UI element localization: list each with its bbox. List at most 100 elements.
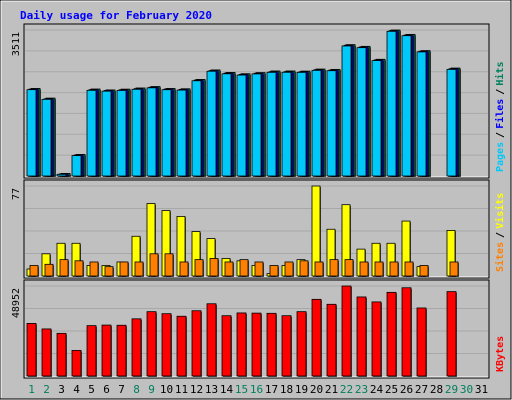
day-label: 6 <box>103 383 110 396</box>
legend-separator: / <box>495 232 506 238</box>
kbytes-bar-kbytes <box>176 315 187 377</box>
kbytes-bar-kbytes <box>266 312 277 377</box>
legend-separator: / <box>495 89 506 95</box>
day-label: 30 <box>460 383 473 396</box>
visits-bar-sites <box>404 261 414 277</box>
day-label: 8 <box>133 383 140 396</box>
hits-bar-pages <box>341 45 352 177</box>
kbytes-bar-kbytes <box>206 303 217 377</box>
kbytes-bar-kbytes <box>251 312 262 377</box>
hits-bar-pages <box>71 155 82 177</box>
kbytes-bar-kbytes <box>416 307 427 377</box>
visits-bar-sites <box>59 259 69 277</box>
day-label: 20 <box>310 383 323 396</box>
day-label: 17 <box>265 383 278 396</box>
kbytes-bar-kbytes <box>146 311 157 377</box>
visits-bar-sites <box>29 265 39 277</box>
day-label: 27 <box>415 383 428 396</box>
visits-bar-sites <box>44 263 54 277</box>
kbytes-bar-kbytes <box>281 315 292 377</box>
day-label: 24 <box>370 383 384 396</box>
visits-bar-sites <box>374 261 384 277</box>
legend-label-visits: Visits <box>494 193 506 229</box>
visits-bar-sites <box>134 261 144 277</box>
hits-bar-pages <box>386 30 397 177</box>
day-label: 14 <box>220 383 234 396</box>
hits-bar-pages <box>176 89 187 177</box>
chart-title: Daily usage for February 2020 <box>20 9 212 22</box>
visits-bar-sites <box>254 261 264 277</box>
kbytes-bar-kbytes <box>161 313 172 377</box>
day-label: 15 <box>235 383 248 396</box>
visits-bar-sites <box>314 261 324 277</box>
visits-bar-sites <box>194 259 204 277</box>
day-label: 18 <box>280 383 293 396</box>
kbytes-bar-kbytes <box>116 324 127 377</box>
day-label: 10 <box>160 383 173 396</box>
visits-max-label: 77 <box>11 188 22 200</box>
kbytes-bar-kbytes <box>131 318 142 377</box>
hits-bar-pages <box>401 35 412 177</box>
hits-bar-pages <box>191 80 202 177</box>
visits-bar-sites <box>284 261 294 277</box>
hits-bar-pages <box>116 90 127 177</box>
day-label: 1 <box>28 383 35 396</box>
visits-bar-sites <box>344 259 354 277</box>
visits-bar-sites <box>389 261 399 277</box>
day-label: 13 <box>205 383 218 396</box>
kbytes-bar-kbytes <box>356 296 367 377</box>
legend-label-pages: Pages <box>495 142 506 172</box>
visits-bar-sites <box>209 258 219 277</box>
day-label: 16 <box>250 383 263 396</box>
kbytes-bar-kbytes <box>56 332 67 377</box>
day-label: 5 <box>88 383 95 396</box>
day-label: 12 <box>190 383 203 396</box>
visits-panel: 77 Sites / Visits <box>11 179 506 279</box>
hits-bar-pages <box>266 71 277 177</box>
hits-bar-pages <box>311 69 322 177</box>
hits-bar-pages <box>146 87 157 177</box>
visits-bar-sites <box>329 259 339 277</box>
kbytes-panel: 48952 KBytes <box>11 279 506 379</box>
hits-bar-pages <box>131 88 142 177</box>
day-label: 31 <box>475 383 488 396</box>
hits-bar-pages <box>101 90 112 177</box>
visits-bar-sites <box>89 261 99 277</box>
hits-max-label: 3511 <box>11 32 22 56</box>
visits-bar-sites <box>449 261 459 277</box>
hits-bar-pages <box>41 98 52 177</box>
visits-bar-sites <box>359 261 369 277</box>
kbytes-bar-kbytes <box>326 303 337 377</box>
day-label: 4 <box>73 383 80 396</box>
visits-bar-sites <box>119 261 129 277</box>
hits-bar-pages <box>221 73 232 177</box>
legend-label-kbytes: KBytes <box>495 336 506 372</box>
visits-bar-sites <box>299 260 309 277</box>
day-label: 29 <box>445 383 458 396</box>
kbytes-bar-kbytes <box>371 301 382 377</box>
day-label: 7 <box>118 383 125 396</box>
day-label: 21 <box>325 383 338 396</box>
kbytes-max-label: 48952 <box>11 288 22 318</box>
visits-bar-sites <box>164 253 174 277</box>
hits-bar-pages <box>371 60 382 177</box>
day-label: 22 <box>340 383 353 396</box>
hits-bar-pages <box>86 89 97 177</box>
hits-bar-pages <box>416 51 427 177</box>
hits-bar-pages <box>26 89 37 177</box>
kbytes-bar-kbytes <box>191 310 202 377</box>
visits-bar-sites <box>179 261 189 277</box>
kbytes-bar-kbytes <box>236 312 247 377</box>
hits-bar-pages <box>326 70 337 177</box>
visits-bar-sites <box>269 265 279 277</box>
day-label: 9 <box>148 383 155 396</box>
legend-label-hits: Hits <box>494 62 506 86</box>
kbytes-bar-kbytes <box>446 291 457 377</box>
hits-bar-pages <box>56 173 67 177</box>
hits-bar-pages <box>251 73 262 177</box>
day-label: 28 <box>430 383 443 396</box>
hits-bar-pages <box>236 74 247 177</box>
legend-label-files: Files <box>494 99 506 129</box>
